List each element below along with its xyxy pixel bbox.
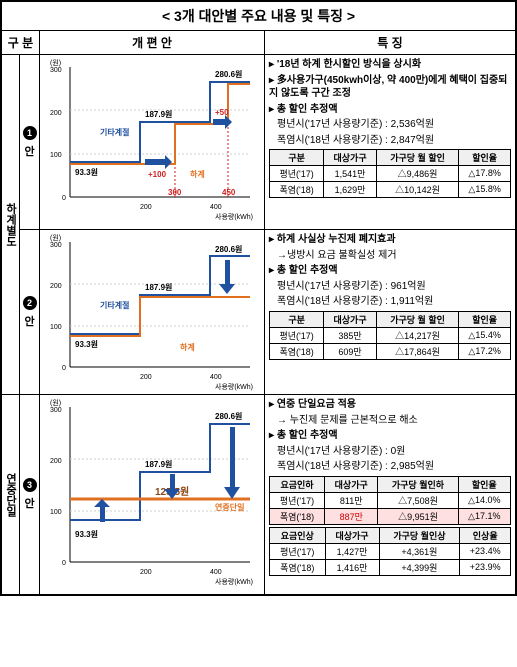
- side-label-summer: 하계별도: [2, 55, 20, 394]
- header-col2: 개 편 안: [40, 31, 265, 54]
- alt2-line4: 평년시('17년 사용량기준) : 961억원: [269, 280, 511, 294]
- svg-text:300: 300: [168, 188, 182, 197]
- svg-text:300: 300: [50, 242, 62, 249]
- svg-text:280.6원: 280.6원: [215, 411, 242, 421]
- alt1-desc: ▸ '18년 하계 한시할인 방식을 상시화 ▸ 多사용가구(450kwh이상,…: [265, 55, 515, 229]
- alt1-chart: 300 200 100 0 (원) 200 400 사용량(kWh): [40, 55, 265, 229]
- alt2-table: 구분 대상가구 가구당 월 할인 할인율 평년('17) 385만 △14,21…: [269, 311, 511, 360]
- alt2-line5: 폭염시('18년 사용량기준) : 1,911억원: [269, 295, 511, 309]
- alternative-1-row: 1 안 300 200 100 0 (원) 200: [20, 55, 515, 230]
- svg-text:+50: +50: [215, 108, 229, 117]
- alternative-2-row: 2 안 300 200 100 0 (원) 200: [20, 230, 515, 394]
- svg-text:280.6원: 280.6원: [215, 69, 242, 79]
- alt2-label: 안: [24, 313, 34, 329]
- svg-text:450: 450: [222, 188, 236, 197]
- alt2-number-cell: 2 안: [20, 230, 40, 394]
- svg-text:(원): (원): [50, 398, 61, 407]
- alt1-line1: ▸ '18년 하계 한시할인 방식을 상시화: [269, 58, 511, 72]
- alt3-desc: ▸ 연중 단일요금 적용 → 누진제 문제를 근본적으로 해소 ▸ 총 할인 추…: [265, 395, 515, 594]
- header-col1: 구 분: [2, 31, 40, 54]
- alt2-line1: ▸ 하계 사실상 누진제 폐지효과: [269, 233, 511, 247]
- svg-text:200: 200: [140, 204, 152, 211]
- alt1-table: 구분 대상가구 가구당 월 할인 할인율 평년('17) 1,541만 △9,4…: [269, 149, 511, 198]
- alt3-chart: 300 200 100 0 (원) 200 400 사용량(kWh): [40, 395, 265, 594]
- alt1-line4: 평년시('17년 사용량기준) : 2,536억원: [269, 118, 511, 132]
- alt1-line5: 폭염시('18년 사용량기준) : 2,847억원: [269, 134, 511, 148]
- alt2-line3: ▸ 총 할인 추정액: [269, 264, 511, 278]
- svg-text:+100: +100: [148, 170, 167, 179]
- svg-text:사용량(kWh): 사용량(kWh): [215, 212, 253, 221]
- svg-text:기타계절: 기타계절: [100, 127, 129, 137]
- svg-text:400: 400: [210, 569, 222, 576]
- svg-text:연중단일: 연중단일: [215, 502, 244, 512]
- alt1-line3: ▸ 총 할인 추정액: [269, 103, 511, 117]
- svg-text:300: 300: [50, 67, 62, 74]
- alt1-circle: 1: [23, 126, 37, 140]
- alt1-label: 안: [24, 143, 34, 159]
- svg-text:200: 200: [50, 110, 62, 117]
- alternative-3-row: 3 안 300 200 100 0 (원) 200: [20, 395, 515, 594]
- header-row: 구 분 개 편 안 특 징: [2, 30, 515, 55]
- svg-text:200: 200: [140, 569, 152, 576]
- svg-text:187.9원: 187.9원: [145, 109, 172, 119]
- svg-text:0: 0: [62, 560, 66, 567]
- alt3-line5: 폭염시('18년 사용량기준) : 2,985억원: [269, 460, 511, 474]
- svg-text:187.9원: 187.9원: [145, 282, 172, 292]
- svg-text:100: 100: [50, 324, 62, 331]
- alt2-line2: →냉방시 요금 불확실성 제거: [269, 249, 511, 263]
- alt1-line2: ▸ 多사용가구(450kwh이상, 약 400만)에게 혜택이 집중되지 않도록…: [269, 74, 511, 101]
- svg-text:93.3원: 93.3원: [75, 167, 98, 177]
- side-label-single: 연중단일: [2, 395, 20, 594]
- alt3-number-cell: 3 안: [20, 395, 40, 594]
- alt3-label: 안: [24, 495, 34, 511]
- svg-text:0: 0: [62, 365, 66, 372]
- svg-text:0: 0: [62, 195, 66, 202]
- alt1-number-cell: 1 안: [20, 55, 40, 229]
- alt3-line2: → 누진제 문제를 근본적으로 해소: [269, 414, 511, 428]
- svg-text:280.6원: 280.6원: [215, 244, 242, 254]
- svg-text:200: 200: [50, 283, 62, 290]
- svg-text:200: 200: [140, 374, 152, 381]
- svg-text:사용량(kWh): 사용량(kWh): [215, 577, 253, 586]
- alt2-circle: 2: [23, 296, 37, 310]
- alt3-table2: 요금인상 대상가구 가구당 월인상 인상율 평년('17) 1,427만 +4,…: [269, 527, 511, 576]
- svg-text:187.9원: 187.9원: [145, 459, 172, 469]
- svg-text:400: 400: [210, 374, 222, 381]
- alt3-line4: 평년시('17년 사용량기준) : 0원: [269, 445, 511, 459]
- svg-text:300: 300: [50, 407, 62, 414]
- svg-text:사용량(kWh): 사용량(kWh): [215, 382, 253, 391]
- document-container: < 3개 대안별 주요 내용 및 특징 > 구 분 개 편 안 특 징 하계별도…: [0, 0, 517, 596]
- alt3-line1: ▸ 연중 단일요금 적용: [269, 398, 511, 412]
- svg-text:하계: 하계: [190, 169, 205, 179]
- svg-text:(원): (원): [50, 58, 61, 67]
- document-title: < 3개 대안별 주요 내용 및 특징 >: [2, 2, 515, 30]
- alt2-desc: ▸ 하계 사실상 누진제 폐지효과 →냉방시 요금 불확실성 제거 ▸ 총 할인…: [265, 230, 515, 394]
- svg-text:400: 400: [210, 204, 222, 211]
- alt3-circle: 3: [23, 478, 37, 492]
- svg-text:기타계절: 기타계절: [100, 300, 129, 310]
- alt2-chart: 300 200 100 0 (원) 200 400 사용량(kWh): [40, 230, 265, 394]
- svg-text:93.3원: 93.3원: [75, 339, 98, 349]
- svg-text:하계: 하계: [180, 342, 195, 352]
- svg-text:100: 100: [50, 152, 62, 159]
- svg-text:93.3원: 93.3원: [75, 529, 98, 539]
- svg-text:200: 200: [50, 458, 62, 465]
- header-col3: 특 징: [265, 31, 515, 54]
- alt3-table1: 요금인하 대상가구 가구당 월인하 할인율 평년('17) 811만 △7,50…: [269, 476, 511, 525]
- svg-text:100: 100: [50, 509, 62, 516]
- svg-text:(원): (원): [50, 233, 61, 242]
- alt3-line3: ▸ 총 할인 추정액: [269, 429, 511, 443]
